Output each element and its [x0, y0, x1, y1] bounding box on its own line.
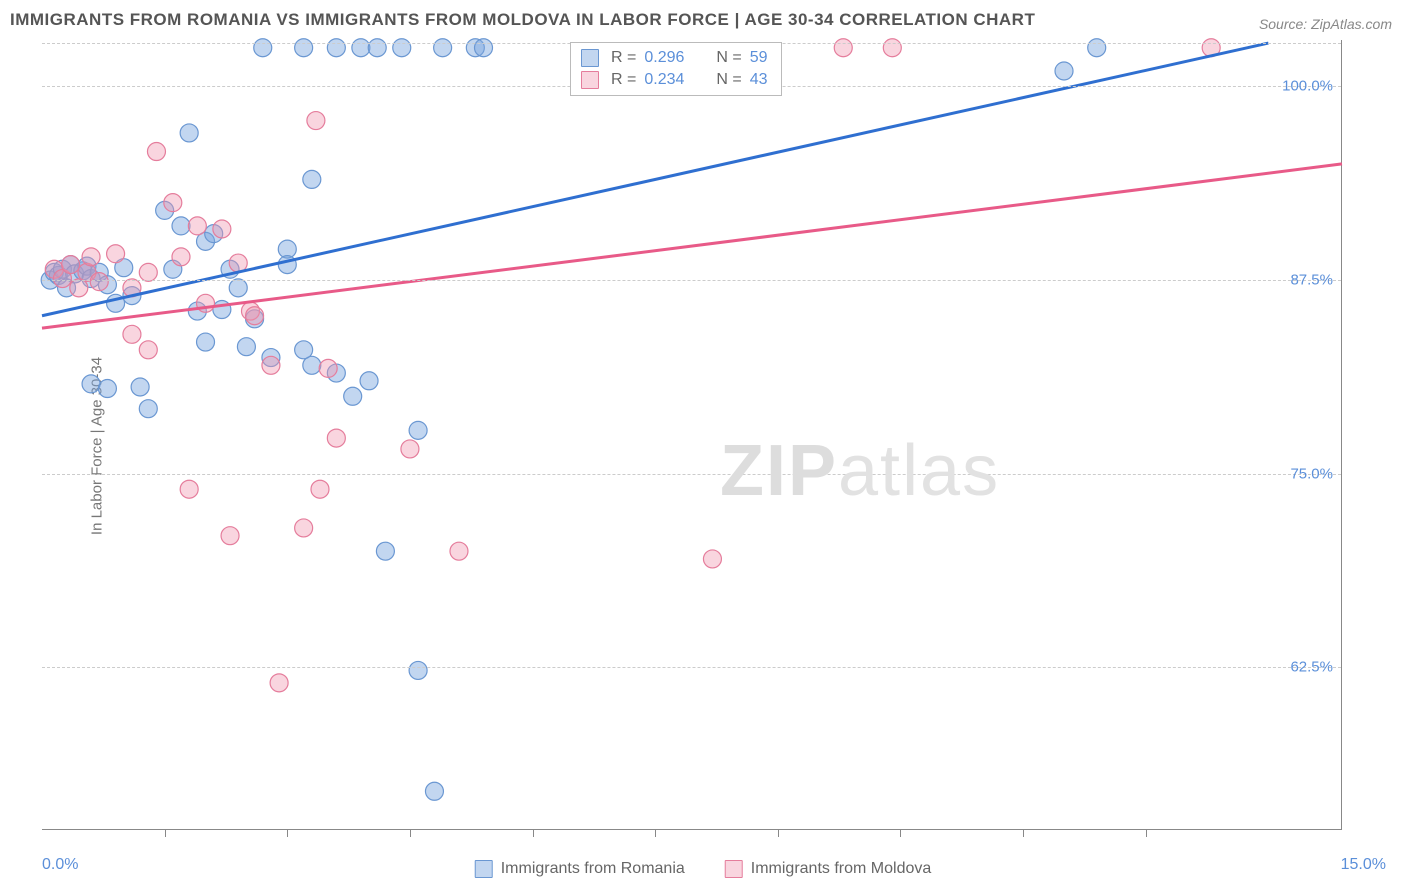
scatter-point: [319, 359, 337, 377]
scatter-point: [303, 170, 321, 188]
scatter-point: [221, 527, 239, 545]
scatter-point: [147, 143, 165, 161]
n-label: N =: [716, 49, 741, 67]
legend-item: Immigrants from Moldova: [725, 860, 932, 878]
x-tick: [778, 829, 779, 837]
scatter-point: [213, 220, 231, 238]
r-value: 0.234: [644, 71, 698, 89]
regression-line: [42, 164, 1342, 328]
legend-label: Immigrants from Romania: [501, 860, 685, 878]
scatter-point: [197, 333, 215, 351]
x-axis-min-label: 0.0%: [42, 856, 78, 874]
scatter-point: [180, 480, 198, 498]
scatter-point: [107, 245, 125, 263]
scatter-point: [82, 248, 100, 266]
scatter-point: [246, 307, 264, 325]
scatter-point: [172, 248, 190, 266]
scatter-point: [883, 39, 901, 57]
scatter-point: [703, 550, 721, 568]
scatter-point: [229, 279, 247, 297]
x-tick: [287, 829, 288, 837]
scatter-point: [409, 421, 427, 439]
x-tick: [165, 829, 166, 837]
legend-swatch: [581, 49, 599, 67]
scatter-point: [303, 356, 321, 374]
x-tick: [533, 829, 534, 837]
scatter-point: [1055, 62, 1073, 80]
scatter-point: [262, 356, 280, 374]
scatter-point: [368, 39, 386, 57]
r-label: R =: [611, 49, 636, 67]
scatter-point: [295, 519, 313, 537]
source-attribution: Source: ZipAtlas.com: [1259, 16, 1392, 32]
scatter-point: [1088, 39, 1106, 57]
y-tick-label: 62.5%: [1290, 659, 1333, 676]
scatter-point: [450, 542, 468, 560]
x-tick: [900, 829, 901, 837]
stats-legend-box: R = 0.296 N = 59 R = 0.234 N = 43: [570, 42, 782, 96]
legend-label: Immigrants from Moldova: [751, 860, 932, 878]
scatter-point: [123, 325, 141, 343]
scatter-point: [254, 39, 272, 57]
plot-area: 62.5% 75.0% 87.5% 100.0%: [42, 40, 1342, 830]
x-tick: [1146, 829, 1147, 837]
gridline: [42, 667, 1341, 668]
chart-svg: [42, 40, 1341, 829]
y-tick-label: 100.0%: [1282, 78, 1333, 95]
scatter-point: [409, 661, 427, 679]
scatter-point: [237, 338, 255, 356]
scatter-point: [475, 39, 493, 57]
scatter-point: [139, 263, 157, 281]
scatter-point: [352, 39, 370, 57]
scatter-point: [344, 387, 362, 405]
scatter-point: [139, 400, 157, 418]
x-tick: [410, 829, 411, 837]
scatter-point: [131, 378, 149, 396]
gridline: [42, 280, 1341, 281]
scatter-point: [393, 39, 411, 57]
bottom-legend: Immigrants from Romania Immigrants from M…: [475, 860, 932, 878]
scatter-point: [360, 372, 378, 390]
scatter-point: [834, 39, 852, 57]
scatter-point: [172, 217, 190, 235]
scatter-point: [62, 256, 80, 274]
x-tick: [655, 829, 656, 837]
scatter-point: [188, 217, 206, 235]
r-label: R =: [611, 71, 636, 89]
r-value: 0.296: [644, 49, 698, 67]
scatter-point: [295, 39, 313, 57]
scatter-point: [327, 39, 345, 57]
n-label: N =: [716, 71, 741, 89]
y-tick-label: 75.0%: [1290, 465, 1333, 482]
scatter-point: [311, 480, 329, 498]
scatter-point: [90, 273, 108, 291]
scatter-point: [164, 194, 182, 212]
stats-row: R = 0.296 N = 59: [581, 47, 767, 69]
chart-title: IMMIGRANTS FROM ROMANIA VS IMMIGRANTS FR…: [10, 10, 1035, 30]
legend-swatch: [475, 860, 493, 878]
scatter-point: [425, 782, 443, 800]
scatter-point: [307, 112, 325, 130]
scatter-point: [82, 375, 100, 393]
scatter-point: [376, 542, 394, 560]
scatter-point: [434, 39, 452, 57]
stats-row: R = 0.234 N = 43: [581, 69, 767, 91]
scatter-point: [327, 429, 345, 447]
n-value: 43: [750, 71, 768, 89]
gridline: [42, 474, 1341, 475]
scatter-point: [180, 124, 198, 142]
x-axis-max-label: 15.0%: [1341, 856, 1386, 874]
x-tick: [1023, 829, 1024, 837]
scatter-point: [270, 674, 288, 692]
y-tick-label: 87.5%: [1290, 272, 1333, 289]
legend-swatch: [725, 860, 743, 878]
scatter-point: [401, 440, 419, 458]
legend-item: Immigrants from Romania: [475, 860, 685, 878]
legend-swatch: [581, 71, 599, 89]
n-value: 59: [750, 49, 768, 67]
scatter-point: [139, 341, 157, 359]
scatter-point: [98, 380, 116, 398]
